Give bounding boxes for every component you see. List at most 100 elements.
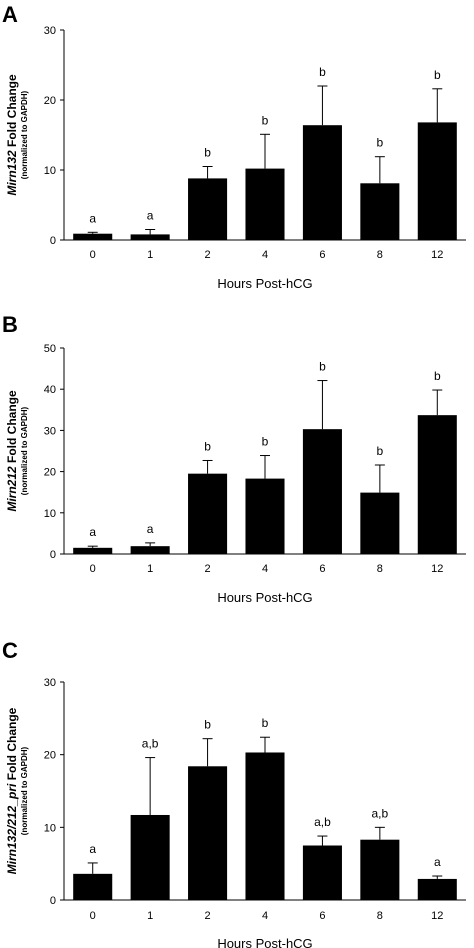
x-tick-label-1: 1 (147, 563, 153, 575)
bar-0h (73, 547, 113, 554)
bar-12h (417, 415, 457, 554)
y-axis-title: Mirn132 Fold Change (5, 74, 19, 196)
significance-label-2h: b (204, 718, 211, 732)
y-tick-label: 40 (44, 384, 56, 396)
bar-8h (360, 492, 400, 554)
chart-panel-a: A 0 10 20 30 a 0 a 1 b 2 b 4 b 6 b 8 b 12 Hours Post-hCG Mir… (0, 0, 474, 300)
significance-label-4h: b (262, 113, 269, 127)
significance-label-4h: b (262, 716, 269, 730)
x-tick-label-12: 12 (431, 910, 443, 922)
bar-1h (130, 814, 170, 900)
y-tick-label: 10 (44, 508, 56, 520)
significance-label-12h: b (434, 369, 441, 383)
bar-0h (73, 873, 113, 900)
x-tick-label-0: 0 (90, 910, 96, 922)
panel-label-c: C (2, 638, 18, 663)
x-tick-label-8: 8 (377, 249, 383, 261)
y-axis-gene-name: Mirn212 (5, 466, 19, 512)
chart-panel-b: B 0 10 20 30 40 50 a 0 a 1 b 2 b 4 b 6 b 8 b 12 Hours Post-hC… (0, 310, 474, 610)
significance-label-6h: b (319, 65, 326, 79)
significance-label-0h: a (89, 525, 96, 539)
x-tick-label-12: 12 (431, 249, 443, 261)
y-axis-title: Mirn132/212_pri Fold Change (5, 707, 19, 874)
y-axis-title: Mirn212 Fold Change (5, 390, 19, 512)
bar-2h (188, 766, 228, 900)
y-axis-title-group: Mirn132/212_pri Fold Change(normalized t… (5, 707, 29, 874)
y-tick-label: 30 (44, 425, 56, 437)
x-tick-label-4: 4 (262, 249, 268, 261)
bar-8h (360, 839, 400, 900)
x-tick-label-2: 2 (205, 910, 211, 922)
y-axis-title-group: Mirn132 Fold Change (normalized to GAPDH) (5, 74, 29, 196)
x-tick-label-4: 4 (262, 910, 268, 922)
significance-label-8h: b (377, 136, 384, 150)
bar-0h (73, 233, 113, 240)
chart-b-svg: B 0 10 20 30 40 50 a 0 a 1 b 2 b 4 b 6 b 8 b 12 Hours Post-hC… (2, 312, 466, 605)
significance-label-1h: a,b (142, 737, 159, 751)
significance-label-4h: b (262, 435, 269, 449)
y-axis-subtitle: (normalized to GAPDH) (20, 90, 29, 179)
significance-label-12h: b (434, 68, 441, 82)
y-axis-title-rest: Fold Change (5, 707, 19, 783)
y-tick-label: 20 (44, 750, 56, 762)
significance-label-2h: b (204, 146, 211, 160)
bar-4h (245, 168, 285, 240)
bar-1h (130, 234, 170, 240)
bar-6h (302, 429, 342, 554)
y-axis-subtitle: (normalized to GAPDH) (20, 746, 29, 835)
y-axis-gene-name: Mirn132/212_pri (5, 783, 19, 874)
x-tick-label-4: 4 (262, 563, 268, 575)
x-tick-label-2: 2 (205, 249, 211, 261)
bar-12h (417, 122, 457, 240)
y-tick-label: 0 (50, 235, 56, 247)
y-tick-label: 20 (44, 467, 56, 479)
panel-label-b: B (2, 312, 18, 337)
x-axis-title: Hours Post-hCG (217, 936, 312, 948)
bar-2h (188, 178, 228, 240)
bar-2h (188, 473, 228, 554)
bar-12h (417, 878, 457, 900)
y-tick-label: 20 (44, 95, 56, 107)
significance-label-8h: a,b (372, 806, 389, 820)
chart-a-svg: A 0 10 20 30 a 0 a 1 b 2 b 4 b 6 b 8 b 12 Hours Post-hCG Mir… (2, 2, 466, 291)
significance-label-8h: b (377, 444, 384, 458)
x-tick-label-6: 6 (319, 249, 325, 261)
chart-c-svg: C 0 10 20 30 a 0 a,b 1 b 2 b 4 a,b 6 a,b 8 a 12 Hours Post-… (2, 638, 466, 948)
y-tick-label: 10 (44, 165, 56, 177)
x-tick-label-6: 6 (319, 910, 325, 922)
y-tick-label: 0 (50, 549, 56, 561)
y-tick-label: 0 (50, 895, 56, 907)
chart-panel-c: C 0 10 20 30 a 0 a,b 1 b 2 b 4 a,b 6 a,b 8 a 12 Hours Post-… (0, 636, 474, 948)
x-tick-label-12: 12 (431, 563, 443, 575)
x-tick-label-1: 1 (147, 249, 153, 261)
bar-6h (302, 125, 342, 240)
x-tick-label-0: 0 (90, 249, 96, 261)
significance-label-6h: a,b (314, 815, 331, 829)
significance-label-6h: b (319, 360, 326, 374)
x-tick-label-8: 8 (377, 563, 383, 575)
significance-label-12h: a (434, 855, 441, 869)
y-tick-label: 50 (44, 343, 56, 355)
x-tick-label-0: 0 (90, 563, 96, 575)
bar-8h (360, 183, 400, 240)
y-tick-label: 30 (44, 25, 56, 37)
significance-label-0h: a (89, 842, 96, 856)
bar-4h (245, 752, 285, 900)
x-tick-label-6: 6 (319, 563, 325, 575)
significance-label-0h: a (89, 211, 96, 225)
y-axis-subtitle: (normalized to GAPDH) (20, 406, 29, 495)
x-axis-title: Hours Post-hCG (217, 590, 312, 605)
significance-label-1h: a (147, 209, 154, 223)
y-axis-title-rest: Fold Change (5, 74, 19, 150)
significance-label-1h: a (147, 522, 154, 536)
x-axis-title: Hours Post-hCG (217, 276, 312, 291)
y-axis-title-group: Mirn212 Fold Change (normalized to GAPDH) (5, 390, 29, 512)
y-axis-title-rest: Fold Change (5, 390, 19, 466)
significance-label-2h: b (204, 439, 211, 453)
bar-1h (130, 546, 170, 554)
x-tick-label-1: 1 (147, 910, 153, 922)
y-tick-label: 10 (44, 822, 56, 834)
bar-4h (245, 478, 285, 554)
bar-6h (302, 845, 342, 900)
panel-label-a: A (2, 2, 18, 27)
